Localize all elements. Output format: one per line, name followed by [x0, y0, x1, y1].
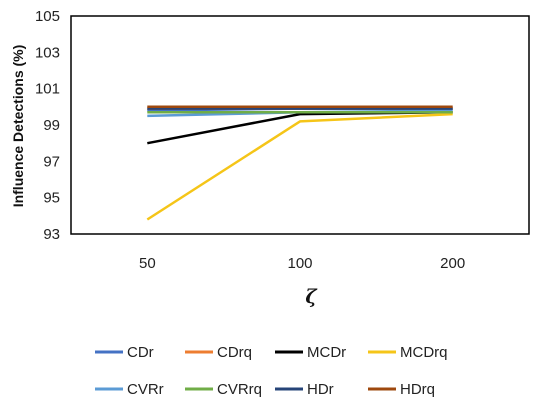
- legend-label: MCDr: [307, 344, 346, 361]
- legend-item-cvrrq: CVRrq: [185, 381, 262, 398]
- legend-item-mcdrq: MCDrq: [368, 344, 448, 361]
- legend-item-hdrq: HDrq: [368, 381, 435, 398]
- legend-label: CDr: [127, 344, 154, 361]
- legend: CDr CDrq MCDr MCDrq CVRr CVRrq HDr HDrq: [95, 344, 448, 398]
- y-tick-label: 97: [43, 153, 60, 170]
- x-tick-label: 50: [139, 255, 156, 272]
- legend-label: MCDrq: [400, 344, 448, 361]
- legend-item-cdr: CDr: [95, 344, 154, 361]
- legend-label: CVRr: [127, 381, 164, 398]
- legend-item-hdr: HDr: [275, 381, 334, 398]
- legend-item-mcdr: MCDr: [275, 344, 346, 361]
- legend-label: HDr: [307, 381, 334, 398]
- series-line-mcdrq: [146, 112, 453, 221]
- y-tick-label: 93: [43, 226, 60, 243]
- x-tick-label: 100: [287, 255, 312, 272]
- legend-label: CVRrq: [217, 381, 262, 398]
- legend-label: CDrq: [217, 344, 252, 361]
- x-axis-ticks: 50 100 200: [139, 255, 465, 272]
- y-axis-ticks: 93 95 97 99 101 103 105: [35, 8, 60, 243]
- y-tick-label: 103: [35, 44, 60, 61]
- plot-area: [70, 15, 530, 235]
- legend-label: HDrq: [400, 381, 435, 398]
- legend-item-cdrq: CDrq: [185, 344, 252, 361]
- y-tick-label: 95: [43, 190, 60, 207]
- x-tick-label: 200: [440, 255, 465, 272]
- x-axis-label: ζ: [305, 286, 318, 308]
- legend-item-cvrr: CVRr: [95, 381, 164, 398]
- series-lines: [146, 105, 453, 221]
- y-tick-label: 99: [43, 117, 60, 134]
- y-tick-label: 105: [35, 8, 60, 25]
- y-tick-label: 101: [35, 81, 60, 98]
- y-axis-label: Influence Detections (%): [10, 45, 26, 208]
